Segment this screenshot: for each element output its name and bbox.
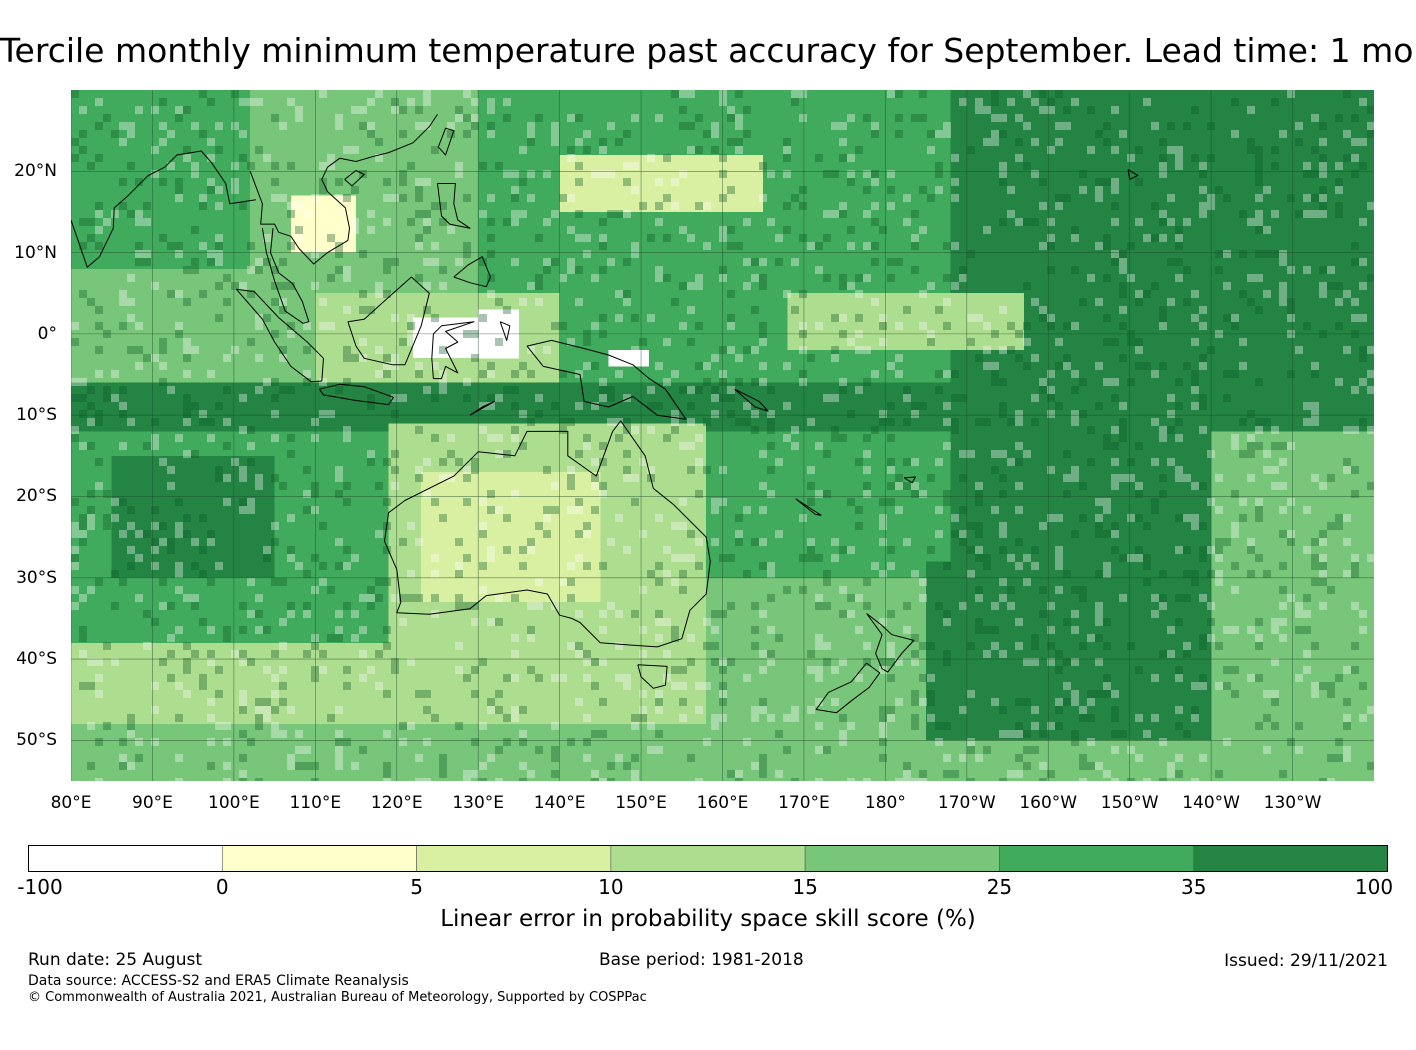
lon-tick-label: 140°W <box>1182 793 1240 813</box>
region-indochina-low <box>290 195 356 253</box>
lat-tick-label: 50°S <box>16 730 57 751</box>
coastline-new-caledonia <box>795 498 822 516</box>
coastline-luzon <box>437 183 471 229</box>
colorbar-tick-label: 35 <box>1180 875 1207 899</box>
data-source: Data source: ACCESS-S2 and ERA5 Climate … <box>28 973 409 989</box>
colorbar-swatch <box>1193 844 1389 873</box>
lon-tick-label: 90°E <box>132 793 173 813</box>
lat-tick-label: 10°N <box>14 242 57 263</box>
coastline-mindanao <box>453 256 491 288</box>
colorbar-tick-label: 15 <box>792 875 818 899</box>
lon-tick-label: 180° <box>864 793 906 813</box>
lon-tick-label: 140°E <box>533 793 586 813</box>
lon-tick-label: 80°E <box>50 793 92 813</box>
region-central-australia <box>421 472 601 603</box>
lat-tick-label: 20°S <box>16 486 57 507</box>
lat-tick-label: 40°S <box>16 649 57 670</box>
lat-tick-label: 20°N <box>14 161 57 182</box>
coastline-borneo <box>347 276 430 366</box>
region-philippine-sea <box>559 155 764 212</box>
issued-date: Issued: 29/11/2021 <box>1224 951 1388 971</box>
lon-tick-label: 160°E <box>696 793 749 813</box>
colorbar-swatch <box>610 844 806 873</box>
colorbar-tick-label: 25 <box>986 875 1013 899</box>
colorbar-tick-label: 10 <box>598 875 624 899</box>
region-equatorial-pacific-band <box>787 293 1024 351</box>
skill-map-canvas <box>71 90 1374 781</box>
coastline-new-zealand-south <box>815 662 881 714</box>
lon-tick-label: 150°W <box>1100 793 1159 813</box>
lon-tick-label: 100°E <box>208 793 260 813</box>
lat-tick-label: 30°S <box>16 567 57 588</box>
colorbar-swatch <box>416 844 612 873</box>
coastline-sumatra <box>235 288 324 383</box>
lat-tick-label: 10°S <box>16 405 57 426</box>
coastline-new-zealand-north <box>866 613 915 673</box>
page-title: Tercile monthly minimum temperature past… <box>0 31 1416 70</box>
colorbar <box>27 844 1389 873</box>
base-period: Base period: 1981-2018 <box>599 950 804 970</box>
coastline-tasmania <box>637 664 668 689</box>
lon-tick-label: 170°E <box>778 793 830 813</box>
coastline-taiwan <box>437 127 455 156</box>
coastline-australia <box>384 420 711 648</box>
colorbar-swatch <box>27 844 223 873</box>
coastline-new-guinea <box>526 339 687 420</box>
colorbar-swatch <box>221 844 417 873</box>
lon-tick-label: 160°W <box>1019 793 1078 813</box>
colorbar-tick-label: 100 <box>1354 875 1394 899</box>
region-se-asia <box>250 90 479 294</box>
region-coral-sea <box>706 431 951 578</box>
grid-texture <box>71 90 1374 781</box>
coastline-timor <box>469 400 495 416</box>
lon-tick-label: 150°E <box>615 793 667 813</box>
run-date: Run date: 25 August <box>28 950 202 970</box>
colorbar-tick-label: -100 <box>17 875 63 899</box>
lon-tick-label: 130°E <box>452 793 505 813</box>
coastline-hawaii <box>1127 169 1139 180</box>
coastline-solomon <box>734 388 769 412</box>
coastline-fiji <box>903 476 916 484</box>
coastline-java <box>318 383 394 406</box>
colorbar-swatch <box>804 844 1000 873</box>
lon-tick-label: 110°E <box>289 793 342 813</box>
lon-tick-label: 130°W <box>1263 793 1322 813</box>
copyright: © Commonwealth of Australia 2021, Austra… <box>28 990 647 1005</box>
colorbar-tick-label: 5 <box>410 875 423 899</box>
lon-tick-label: 120°E <box>370 793 423 813</box>
colorbar-swatches <box>27 844 1389 873</box>
colorbar-title: Linear error in probability space skill … <box>440 906 976 932</box>
colorbar-swatch <box>999 844 1195 873</box>
region-new-guinea-low <box>608 350 650 367</box>
coastline-halmahera <box>499 321 511 341</box>
coastline-malay-peninsula <box>261 228 310 324</box>
skill-map <box>71 90 1374 781</box>
region-south-pacific-deep <box>926 561 1212 741</box>
colorbar-tick-label: 0 <box>215 875 229 899</box>
region-southern-band <box>71 724 707 781</box>
coastline-sulawesi <box>431 321 475 380</box>
coastline-indochina <box>249 114 438 265</box>
coastline-hainan <box>344 170 365 187</box>
colorbar-frame <box>28 845 1388 872</box>
lat-tick-label: 0° <box>37 323 57 344</box>
lon-tick-label: 170°W <box>937 793 996 813</box>
coastline-india-sri-lanka-edge <box>71 150 256 268</box>
region-west-indian-high <box>111 455 275 578</box>
